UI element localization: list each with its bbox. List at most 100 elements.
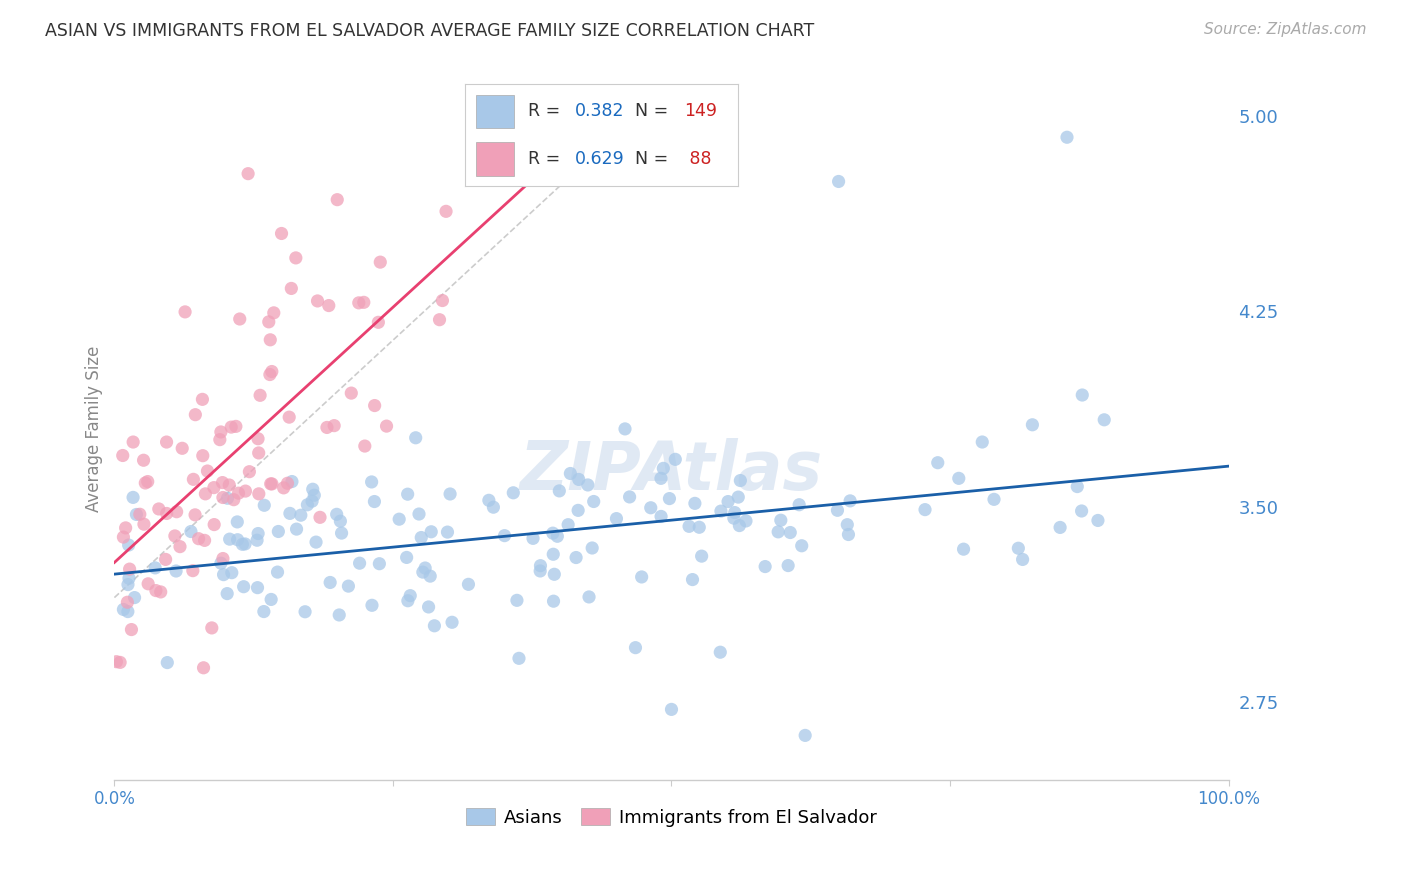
Point [124, 591, 146, 605]
Point [1011, 552, 1033, 566]
Point [661, 702, 683, 716]
Y-axis label: Average Family Size: Average Family Size [86, 345, 103, 512]
Point [260, 365, 283, 379]
Point [221, 566, 243, 580]
Point [125, 508, 148, 522]
Point [278, 410, 301, 425]
Point [247, 446, 270, 460]
Point [228, 486, 250, 500]
Point [363, 399, 385, 413]
Point [247, 487, 270, 501]
Point [436, 525, 458, 540]
Point [927, 456, 949, 470]
Point [181, 564, 204, 578]
Point [231, 537, 253, 551]
Point [441, 615, 464, 630]
Point [218, 478, 240, 492]
Point [166, 505, 188, 519]
Point [246, 533, 269, 548]
Point [132, 453, 155, 467]
Point [581, 541, 603, 555]
Point [202, 517, 225, 532]
Point [375, 419, 398, 434]
Point [172, 442, 194, 456]
Legend: Asians, Immigrants from El Salvador: Asians, Immigrants from El Salvador [458, 800, 884, 834]
Point [395, 550, 418, 565]
Point [630, 570, 652, 584]
Point [222, 492, 245, 507]
Point [837, 517, 859, 532]
Point [361, 599, 384, 613]
Point [117, 595, 139, 609]
Point [434, 204, 457, 219]
Point [212, 551, 235, 566]
Point [169, 540, 191, 554]
Text: ASIAN VS IMMIGRANTS FROM EL SALVADOR AVERAGE FAMILY SIZE CORRELATION CHART: ASIAN VS IMMIGRANTS FROM EL SALVADOR AVE… [45, 22, 814, 40]
Point [778, 558, 800, 573]
Point [565, 550, 588, 565]
Point [640, 500, 662, 515]
Point [952, 542, 974, 557]
Point [546, 529, 568, 543]
Point [543, 594, 565, 608]
Point [652, 461, 675, 475]
Point [839, 494, 862, 508]
Point [418, 599, 440, 614]
Point [197, 464, 219, 478]
Point [560, 467, 582, 481]
Point [576, 478, 599, 492]
Point [457, 577, 479, 591]
Point [212, 491, 235, 505]
Point [429, 312, 451, 326]
Point [794, 728, 817, 742]
Point [276, 476, 298, 491]
Point [1056, 130, 1078, 145]
Point [225, 419, 247, 434]
Point [650, 471, 672, 485]
Point [1071, 388, 1094, 402]
Point [305, 535, 328, 549]
Point [238, 465, 260, 479]
Point [557, 517, 579, 532]
Point [624, 640, 647, 655]
Point [948, 471, 970, 485]
Point [112, 602, 135, 616]
Point [779, 525, 801, 540]
Point [323, 418, 346, 433]
Point [281, 475, 304, 489]
Point [914, 502, 936, 516]
Point [284, 251, 307, 265]
Point [1049, 520, 1071, 534]
Point [117, 605, 139, 619]
Point [837, 527, 859, 541]
Point [249, 388, 271, 402]
Point [212, 567, 235, 582]
Point [619, 490, 641, 504]
Point [541, 526, 564, 541]
Point [191, 449, 214, 463]
Point [316, 420, 339, 434]
Point [330, 526, 353, 541]
Point [112, 530, 135, 544]
Point [432, 293, 454, 308]
Point [1070, 504, 1092, 518]
Point [236, 167, 259, 181]
Point [260, 476, 283, 491]
Point [827, 503, 849, 517]
Point [337, 579, 360, 593]
Point [728, 518, 751, 533]
Point [319, 575, 342, 590]
Point [136, 576, 159, 591]
Point [650, 509, 672, 524]
Point [266, 565, 288, 579]
Point [184, 508, 207, 522]
Point [156, 507, 179, 521]
Point [247, 432, 270, 446]
Point [408, 507, 430, 521]
Point [568, 472, 591, 486]
Point [257, 315, 280, 329]
Point [423, 619, 446, 633]
Point [754, 559, 776, 574]
Point [614, 422, 637, 436]
Point [193, 661, 215, 675]
